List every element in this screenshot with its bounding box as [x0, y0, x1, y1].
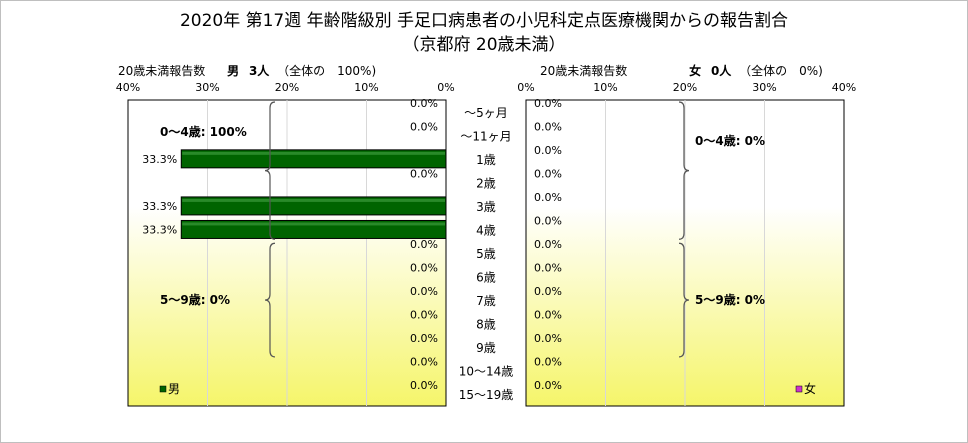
female-data-label: 0.0%: [534, 120, 562, 133]
male-legend-swatch: [159, 385, 167, 393]
female-group-annotation: 0～4歳: 0%: [695, 133, 765, 148]
chart-subtitle: （京都府 20歳未満）: [402, 35, 566, 55]
male-x-tick-label: 0%: [437, 81, 454, 94]
male-data-label: 0.0%: [410, 379, 438, 392]
category-label: 5歳: [476, 247, 496, 261]
male-bar-highlight: [182, 151, 445, 155]
male-legend-label: 男: [168, 382, 180, 396]
male-x-tick-label: 10%: [354, 81, 378, 94]
male-x-tick-label: 20%: [275, 81, 299, 94]
female-data-label: 0.0%: [534, 309, 562, 322]
category-label: 10～14歳: [459, 365, 514, 379]
female-data-label: 0.0%: [534, 262, 562, 275]
female-data-label: 0.0%: [534, 97, 562, 110]
female-legend-label: 女: [804, 381, 816, 396]
female-x-tick-label: 0%: [517, 81, 534, 94]
male-data-label: 33.3%: [142, 153, 177, 166]
category-label: 6歳: [476, 271, 496, 285]
female-legend-swatch: [795, 385, 803, 393]
female-group-brace: [678, 242, 690, 358]
male-data-label: 0.0%: [410, 120, 438, 133]
category-label: 1歳: [476, 153, 496, 167]
male-data-label: 0.0%: [410, 356, 438, 369]
female-x-tick-label: 30%: [752, 81, 776, 94]
male-data-label: 0.0%: [410, 332, 438, 345]
female-x-tick-label: 10%: [593, 81, 617, 94]
female-x-tick-label: 20%: [673, 81, 697, 94]
male-group-annotation: 5～9歳: 0%: [160, 292, 230, 307]
female-data-label: 0.0%: [534, 214, 562, 227]
right-header-sex: 女: [689, 64, 702, 78]
female-data-label: 0.0%: [534, 238, 562, 251]
female-data-label: 0.0%: [534, 167, 562, 180]
male-group-brace: [264, 242, 276, 358]
right-header-count: 0人: [710, 64, 732, 78]
male-data-label: 0.0%: [410, 309, 438, 322]
male-data-label: 0.0%: [410, 238, 438, 251]
chart-title: 2020年 第17週 年齢階級別 手足口病患者の小児科定点医療機関からの報告割合: [179, 11, 789, 31]
male-data-label: 33.3%: [142, 200, 177, 213]
left-header: 20歳未満報告数 男 3人 （全体の 100%): [118, 62, 376, 79]
left-header-count: 3人: [248, 64, 270, 78]
right-header-label: 20歳未満報告数: [540, 64, 628, 78]
male-data-label: 33.3%: [142, 223, 177, 236]
male-data-label: 0.0%: [410, 285, 438, 298]
left-header-share: （全体の 100%): [277, 64, 377, 78]
female-data-label: 0.0%: [534, 144, 562, 157]
female-data-label: 0.0%: [534, 191, 562, 204]
female-data-label: 0.0%: [534, 356, 562, 369]
male-bar-highlight: [182, 198, 445, 202]
category-label: 3歳: [476, 200, 496, 214]
female-data-label: 0.0%: [534, 379, 562, 392]
right-header: 20歳未満報告数 女 0人 （全体の 0%): [540, 62, 823, 79]
category-label: 7歳: [476, 294, 496, 308]
category-label: 9歳: [476, 341, 496, 355]
male-group-annotation: 0～4歳: 100%: [160, 124, 247, 139]
male-data-label: 0.0%: [410, 167, 438, 180]
category-label: 15～19歳: [459, 388, 514, 402]
male-group-brace: [264, 101, 276, 240]
male-x-tick-label: 30%: [195, 81, 219, 94]
female-x-tick-label: 40%: [832, 81, 856, 94]
male-data-label: 0.0%: [410, 262, 438, 275]
left-header-sex: 男: [227, 64, 240, 78]
female-data-label: 0.0%: [534, 285, 562, 298]
category-label: ～5ヶ月: [464, 106, 508, 120]
right-header-share: （全体の 0%): [739, 64, 823, 78]
category-label: 4歳: [476, 223, 496, 237]
male-x-tick-label: 40%: [116, 81, 140, 94]
category-label: 2歳: [476, 176, 496, 190]
male-bar-highlight: [182, 222, 445, 226]
male-data-label: 0.0%: [410, 97, 438, 110]
category-label: ～11ヶ月: [460, 129, 511, 143]
category-label: 8歳: [476, 318, 496, 332]
female-group-annotation: 5～9歳: 0%: [695, 292, 765, 307]
female-group-brace: [678, 101, 690, 240]
left-header-label: 20歳未満報告数: [118, 64, 206, 78]
female-data-label: 0.0%: [534, 332, 562, 345]
